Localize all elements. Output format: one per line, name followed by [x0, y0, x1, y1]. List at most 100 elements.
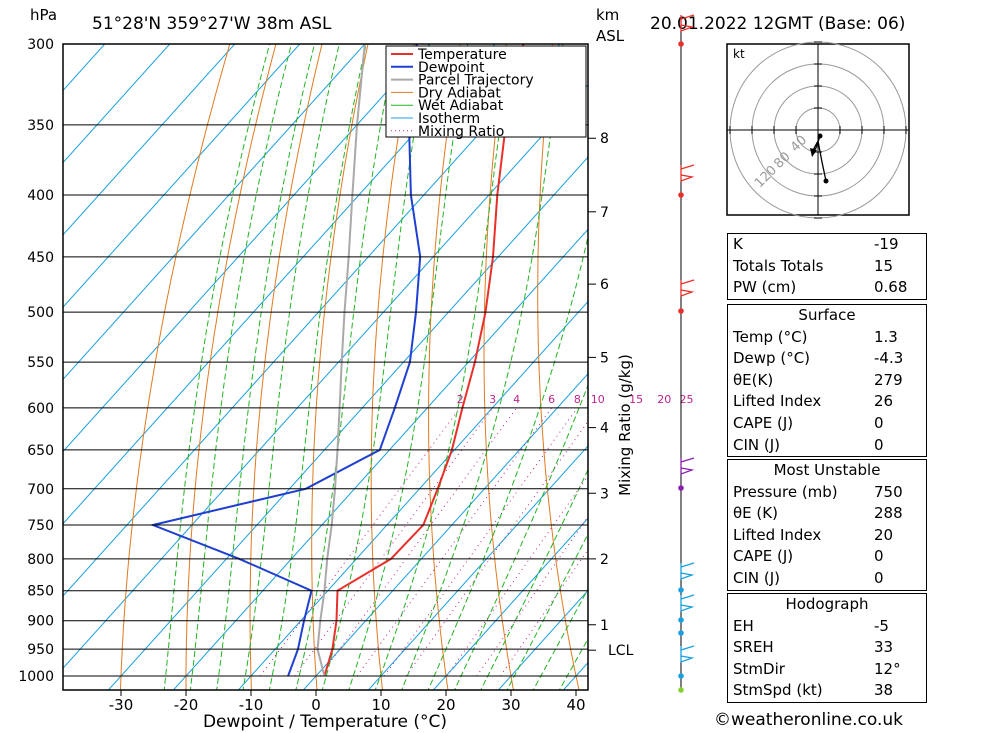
legend-entry: Dry Adiabat — [418, 85, 501, 101]
dewpoint-profile — [149, 44, 422, 677]
wind-level-dot — [678, 630, 684, 636]
hodograph-table: Hodograph EH -5 SREH 33 StmDir 12° StmSpd (kt) 3… — [727, 593, 927, 703]
table-row: PW (cm) 0.68 — [728, 277, 926, 299]
mixing-ratio-label: 25 — [679, 393, 693, 406]
row-label: CAPE (J) — [733, 547, 794, 566]
isotherm-line — [63, 44, 366, 381]
wind-barb — [680, 280, 695, 297]
mixing-ratio-line — [319, 407, 518, 677]
temperature-tick-label: 20 — [436, 696, 455, 714]
most-unstable-table: Most Unstable Pressure (mb) 750 θE (K) 288 Li… — [727, 459, 927, 591]
dry-adiabat-line — [640, 8, 713, 702]
wind-barb-flag — [680, 562, 695, 568]
isotherm-line — [302, 373, 588, 690]
wind-barb-flag — [680, 279, 695, 285]
row-label: Dewp (°C) — [733, 349, 811, 368]
pressure-unit-label: hPa — [30, 6, 57, 24]
hodograph-unit: kt — [733, 47, 745, 61]
row-value: -19 — [874, 235, 899, 253]
wet-adiabat-line — [374, 44, 513, 690]
wind-barb — [680, 458, 695, 475]
row-value: 26 — [874, 392, 894, 411]
row-label: θE (K) — [733, 504, 778, 523]
parcel-trajectory-profile — [316, 44, 366, 677]
wet-adiabat-line — [242, 44, 340, 690]
height-tick-label: 6 — [600, 277, 609, 293]
wind-level-dot — [678, 308, 684, 314]
wind-barb — [680, 563, 695, 580]
row-value: -5 — [874, 616, 889, 635]
dry-adiabat-line — [311, 44, 369, 690]
isotherm-line — [367, 445, 588, 690]
legend-entry: Mixing Ratio — [418, 124, 504, 140]
wet-adiabat-line — [268, 44, 367, 690]
wet-adiabat-line — [427, 234, 588, 690]
wind-barb-flag — [680, 645, 695, 651]
pressure-tick-label: 700 — [27, 482, 54, 498]
mixing-ratio-label: 15 — [629, 393, 643, 406]
pressure-tick-label: 1000 — [18, 669, 54, 685]
wet-adiabat-line — [189, 44, 292, 690]
table-row: Dewp (°C) -4.3 — [728, 348, 926, 370]
mixing-ratio-label: 3 — [489, 393, 496, 406]
wind-level-dot — [678, 687, 684, 693]
pressure-tick-label: 550 — [27, 355, 54, 371]
copyright-text: ©weatheronline.co.uk — [714, 710, 904, 730]
indices-table: K -19 Totals Totals 15 PW (cm) 0.68 — [727, 233, 927, 300]
most_unstable-title: Most Unstable — [773, 461, 881, 479]
wind-barb-flag — [680, 14, 695, 20]
wind-barb-flag — [680, 164, 695, 170]
mixing-ratio-line — [383, 407, 578, 677]
row-value: 0 — [874, 547, 884, 566]
table-row: Lifted Index 20 — [728, 525, 926, 547]
temperature-tick-label: 40 — [566, 696, 585, 714]
height-unit-km: km — [596, 6, 619, 24]
legend-entry: Wet Adiabat — [418, 98, 504, 114]
dry-adiabat-line — [537, 44, 580, 690]
row-value: -4.3 — [874, 349, 904, 368]
height-unit-asl: ASL — [596, 27, 625, 45]
dry-adiabat-line — [918, 8, 1000, 702]
table-row: StmDir 12° — [728, 659, 926, 681]
height-tick-label: 4 — [600, 421, 609, 437]
dry-adiabat-line — [119, 44, 231, 690]
wet-adiabat-line — [480, 468, 588, 690]
mixing-ratio-label: 20 — [657, 393, 671, 406]
pressure-tick-label: 500 — [27, 305, 54, 321]
row-value: 750 — [874, 482, 903, 501]
row-value: 288 — [874, 504, 903, 523]
row-label: EH — [733, 616, 754, 635]
pressure-tick-label: 450 — [27, 250, 54, 266]
row-value: 0 — [874, 568, 884, 587]
pressure-tick-label: 650 — [27, 443, 54, 459]
row-label: Lifted Index — [733, 525, 822, 544]
row-label: Pressure (mb) — [733, 482, 838, 501]
legend-entry: Temperature — [417, 47, 507, 63]
wind-level-dot — [678, 587, 684, 593]
table-row: SREH 33 — [728, 637, 926, 659]
wind-barb — [680, 646, 695, 663]
mixing-ratio-label: 8 — [574, 393, 581, 406]
mixing-ratio-line — [500, 548, 588, 677]
mixing-ratio-label: 2 — [457, 393, 464, 406]
surface-table: Surface Temp (°C) 1.3 Dewp (°C) -4.3 θE(K) 279… — [727, 304, 927, 458]
wet-adiabat-line — [453, 383, 588, 690]
table-row: Lifted Index 26 — [728, 391, 926, 413]
storm-motion-marker — [810, 148, 817, 157]
pressure-tick-label: 900 — [27, 614, 54, 630]
pressure-tick-label: 300 — [27, 37, 54, 53]
row-value: 0.68 — [874, 278, 908, 297]
mixing-ratio-line — [446, 475, 588, 677]
row-value: 15 — [874, 256, 894, 275]
row-label: StmSpd (kt) — [733, 681, 823, 700]
row-label: Temp (°C) — [733, 327, 808, 346]
table-row: CIN (J) 0 — [728, 435, 926, 457]
pressure-tick-label: 600 — [27, 401, 54, 417]
mixing-ratio-line — [356, 407, 553, 677]
table-row: Pressure (mb) 750 — [728, 482, 926, 504]
height-tick-label: 8 — [600, 131, 609, 147]
dry-adiabat-line — [963, 8, 1000, 702]
hodograph-point — [817, 133, 823, 139]
